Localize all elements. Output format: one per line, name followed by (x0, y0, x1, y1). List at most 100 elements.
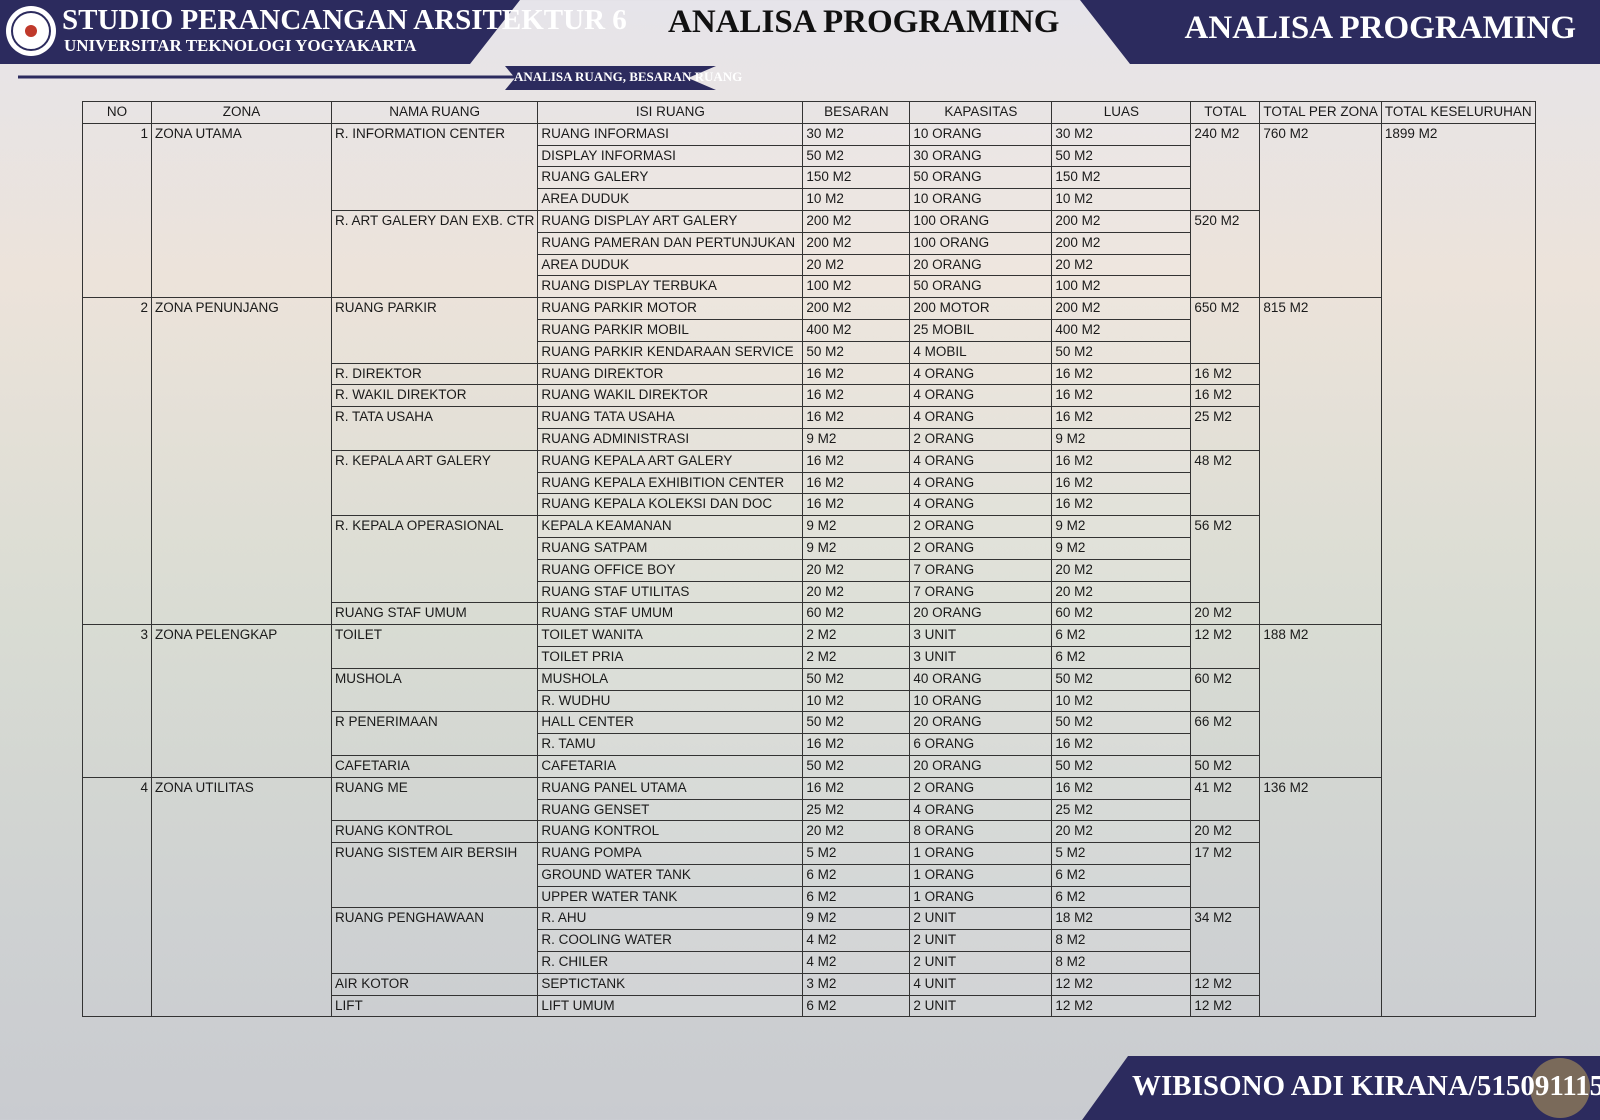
kapasitas: 30 ORANG (909, 144, 1053, 168)
item-name: R. AHU (537, 907, 804, 931)
luas: 50 M2 (1051, 711, 1192, 735)
table-row: RUANG ADMINISTRASI 9 M2 2 ORANG 9 M2 (83, 427, 1536, 451)
kapasitas: 20 ORANG (909, 754, 1053, 778)
item-name: RUANG POMPA (537, 842, 804, 865)
ribbon-label: ANALISA RUANG, BESARAN RUANG (514, 69, 743, 84)
luas: 8 M2 (1051, 929, 1192, 953)
table-row: RUANG PARKIR MOBIL 400 M2 25 MOBIL 400 M2 (83, 318, 1536, 342)
room-total: 650 M2 (1190, 297, 1261, 364)
column-header: ISI RUANG (537, 101, 804, 124)
room-total: 60 M2 (1190, 667, 1261, 713)
kapasitas: 2 ORANG (909, 427, 1053, 451)
table-row: 3 ZONA PELENGKAP TOILET TOILET WANITA 2 M2 3 … (82, 624, 1536, 778)
table-row: R. COOLING WATER 4 M2 2 UNIT 8 M2 (83, 929, 1536, 953)
besaran: 25 M2 (802, 798, 911, 822)
table-row: RUANG SATPAM 9 M2 2 ORANG 9 M2 (83, 536, 1536, 560)
university: UNIVERSITAR TEKNOLOGI YOGYAKARTA (64, 36, 417, 55)
besaran: 2 M2 (802, 624, 911, 647)
grand-total: 1899 M2 (1380, 122, 1536, 1018)
besaran: 50 M2 (802, 340, 911, 364)
zone-no: 1 (82, 122, 152, 299)
room-total: 56 M2 (1190, 515, 1261, 604)
item-name: RUANG KEPALA ART GALERY (537, 449, 804, 473)
column-header: ZONA (151, 101, 332, 124)
column-header: TOTAL PER ZONA (1259, 101, 1382, 124)
item-name: R. CHILER (537, 951, 804, 974)
luas: 18 M2 (1051, 907, 1192, 931)
kapasitas: 2 ORANG (909, 776, 1053, 800)
room-name: RUANG PENGHAWAAN (330, 907, 539, 974)
luas: 60 M2 (1051, 602, 1192, 626)
table-row: RUANG KEPALA EXHIBITION CENTER 16 M2 4 ORA… (83, 471, 1536, 495)
column-header: TOTAL (1190, 101, 1261, 124)
luas: 16 M2 (1051, 471, 1192, 495)
besaran: 20 M2 (802, 580, 911, 604)
luas: 20 M2 (1051, 820, 1192, 844)
room-total: 48 M2 (1190, 449, 1261, 517)
item-name: R. WUDHU (537, 689, 804, 713)
besaran: 4 M2 (802, 951, 911, 974)
besaran: 6 M2 (802, 994, 911, 1018)
table-row: AREA DUDUK 10 M2 10 ORANG 10 M2 (83, 188, 1536, 211)
table-row: RUANG KONTROL RUANG KONTROL 20 M2 8 ORANG 20… (83, 820, 1536, 844)
kapasitas: 4 ORANG (909, 798, 1053, 822)
luas: 16 M2 (1051, 493, 1192, 517)
room-name: RUANG SISTEM AIR BERSIH (330, 842, 539, 909)
table-row: AIR KOTOR SEPTICTANK 3 M2 4 UNIT 12 M2 12 M2 (83, 972, 1536, 996)
luas: 200 M2 (1051, 209, 1192, 233)
item-name: SEPTICTANK (537, 972, 804, 996)
item-name: RUANG DISPLAY ART GALERY (537, 209, 804, 233)
room-name: R. KEPALA ART GALERY (330, 449, 539, 517)
luas: 20 M2 (1051, 253, 1192, 277)
item-name: TOILET PRIA (537, 645, 804, 669)
item-name: RUANG PARKIR MOBIL (537, 318, 804, 342)
item-name: RUANG KONTROL (537, 820, 804, 844)
zone-name: ZONA PENUNJANG (151, 297, 332, 626)
kapasitas: 4 ORANG (909, 406, 1053, 429)
besaran: 4 M2 (802, 929, 911, 953)
besaran: 16 M2 (802, 471, 911, 495)
kapasitas: 20 ORANG (909, 253, 1053, 277)
column-header: NO (82, 101, 152, 124)
room-total: 16 M2 (1190, 384, 1261, 408)
besaran: 16 M2 (802, 493, 911, 517)
table-row: R. CHILER 4 M2 2 UNIT 8 M2 (83, 951, 1536, 974)
besaran: 9 M2 (802, 515, 911, 538)
room-total: 20 M2 (1190, 820, 1261, 844)
besaran: 16 M2 (802, 406, 911, 429)
besaran: 10 M2 (802, 188, 911, 211)
kapasitas: 4 ORANG (909, 362, 1053, 386)
kapasitas: 4 MOBIL (909, 340, 1053, 364)
kapasitas: 50 ORANG (909, 166, 1053, 190)
room-name: RUANG ME (330, 776, 539, 822)
besaran: 50 M2 (802, 667, 911, 691)
kapasitas: 10 ORANG (909, 689, 1053, 713)
item-name: RUANG TATA USAHA (537, 406, 804, 429)
kapasitas: 10 ORANG (909, 188, 1053, 211)
zone-total: 760 M2 (1259, 122, 1382, 299)
luas: 6 M2 (1051, 885, 1192, 909)
table-row: 2 ZONA PENUNJANG RUANG PARKIR RUANG PARKIR … (82, 297, 1536, 626)
luas: 16 M2 (1051, 384, 1192, 408)
item-name: RUANG STAF UMUM (537, 602, 804, 626)
besaran: 5 M2 (802, 842, 911, 865)
zone-no: 4 (82, 776, 152, 1018)
besaran: 16 M2 (802, 776, 911, 800)
author: WIBISONO ADI KIRANA/5150911155/F (1132, 1070, 1600, 1102)
item-name: RUANG PANEL UTAMA (537, 776, 804, 800)
kapasitas: 4 ORANG (909, 384, 1053, 408)
luas: 100 M2 (1051, 275, 1192, 299)
zone-total: 188 M2 (1259, 624, 1382, 778)
kapasitas: 2 UNIT (909, 951, 1053, 974)
room-total: 240 M2 (1190, 122, 1261, 211)
table-row: R PENERIMAAN HALL CENTER 50 M2 20 ORANG 50 M… (83, 711, 1536, 756)
besaran: 200 M2 (802, 231, 911, 255)
zone-no: 3 (82, 624, 152, 778)
luas: 6 M2 (1051, 645, 1192, 669)
besaran: 6 M2 (802, 863, 911, 887)
luas: 20 M2 (1051, 558, 1192, 582)
item-name: RUANG DIREKTOR (537, 362, 804, 386)
luas: 10 M2 (1051, 188, 1192, 211)
item-name: KEPALA KEAMANAN (537, 515, 804, 538)
